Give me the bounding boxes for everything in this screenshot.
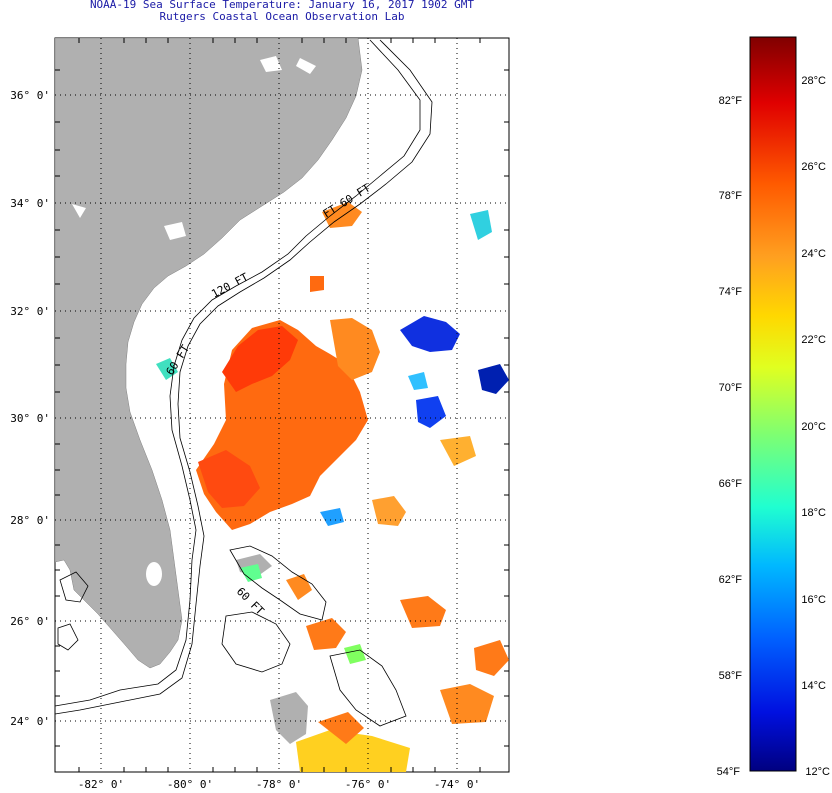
cb-f-label: 66°F bbox=[719, 478, 743, 490]
map-subtitle: Rutgers Coastal Ocean Observation Lab bbox=[159, 10, 405, 23]
cb-f-label: 74°F bbox=[719, 286, 743, 298]
cb-f-label: 70°F bbox=[719, 382, 743, 394]
frame-ticks bbox=[55, 38, 509, 772]
lat-label: 28° 0' bbox=[10, 514, 50, 527]
lat-label: 30° 0' bbox=[10, 412, 50, 425]
colorbar-f-labels: 82°F 78°F 74°F 70°F 66°F 62°F 58°F 54°F bbox=[717, 95, 743, 778]
cb-c-label: 26°C bbox=[801, 161, 826, 173]
colorbar bbox=[749, 36, 797, 772]
sst-warm-region bbox=[196, 202, 509, 772]
lon-label: -76° 0' bbox=[345, 778, 391, 791]
cb-f-label: 54°F bbox=[717, 766, 741, 778]
cb-f-label: 62°F bbox=[719, 574, 743, 586]
bahamas-land bbox=[236, 554, 308, 744]
lat-label: 24° 0' bbox=[10, 715, 50, 728]
land-mass bbox=[55, 38, 363, 669]
lat-label: 36° 0' bbox=[10, 89, 50, 102]
lon-label: -78° 0' bbox=[256, 778, 302, 791]
cb-c-label: 20°C bbox=[801, 421, 826, 433]
cb-c-label: 24°C bbox=[801, 248, 826, 260]
cb-f-label: 58°F bbox=[719, 670, 743, 682]
lake-okeechobee bbox=[146, 562, 162, 586]
cb-c-label: 28°C bbox=[801, 75, 826, 87]
isobath-contours bbox=[55, 39, 433, 727]
lat-label: 32° 0' bbox=[10, 305, 50, 318]
lat-label: 26° 0' bbox=[10, 615, 50, 628]
cb-f-label: 82°F bbox=[719, 95, 743, 107]
lon-label: -82° 0' bbox=[78, 778, 124, 791]
cb-c-label: 16°C bbox=[801, 594, 826, 606]
lon-label: -74° 0' bbox=[434, 778, 480, 791]
colorbar-c-labels: 28°C 26°C 24°C 22°C 20°C 18°C 16°C 14°C … bbox=[801, 75, 830, 778]
cb-c-label: 18°C bbox=[801, 507, 826, 519]
lat-label: 34° 0' bbox=[10, 197, 50, 210]
graticule bbox=[55, 38, 509, 772]
map-title: NOAA-19 Sea Surface Temperature: January… bbox=[89, 0, 475, 11]
cb-c-label: 22°C bbox=[801, 334, 826, 346]
cb-f-label: 78°F bbox=[719, 190, 743, 202]
lon-label: -80° 0' bbox=[167, 778, 213, 791]
cb-c-label: 14°C bbox=[801, 680, 826, 692]
sst-cool-region bbox=[156, 210, 509, 664]
cb-c-label: 12°C bbox=[805, 766, 830, 778]
